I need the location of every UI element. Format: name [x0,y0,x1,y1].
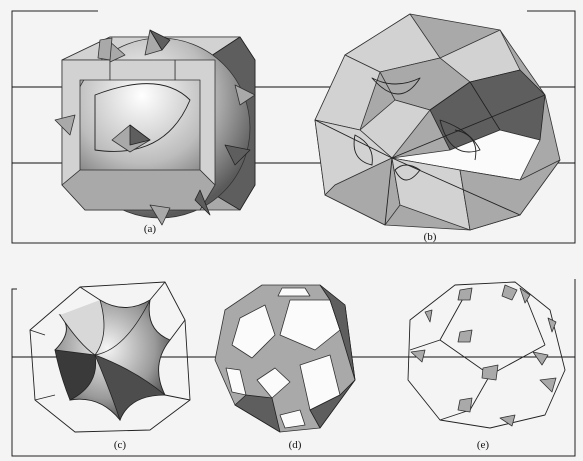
polyhedron-a [54,29,256,226]
top-panel: (a) (b) [11,10,576,244]
polyhedron-d [214,284,356,433]
bottom-panel-frame [11,279,576,457]
caption-c: (c) [114,439,127,451]
caption-a: (a) [144,223,157,235]
top-panel-frame [11,10,576,244]
caption-e: (e) [477,439,490,451]
polyhedron-b [314,13,561,231]
polyhedron-e [407,281,566,429]
caption-b: (b) [424,231,437,243]
caption-d: (d) [289,439,302,451]
bottom-panel: (c) (d) [11,279,576,457]
polyhedron-c [29,281,191,433]
